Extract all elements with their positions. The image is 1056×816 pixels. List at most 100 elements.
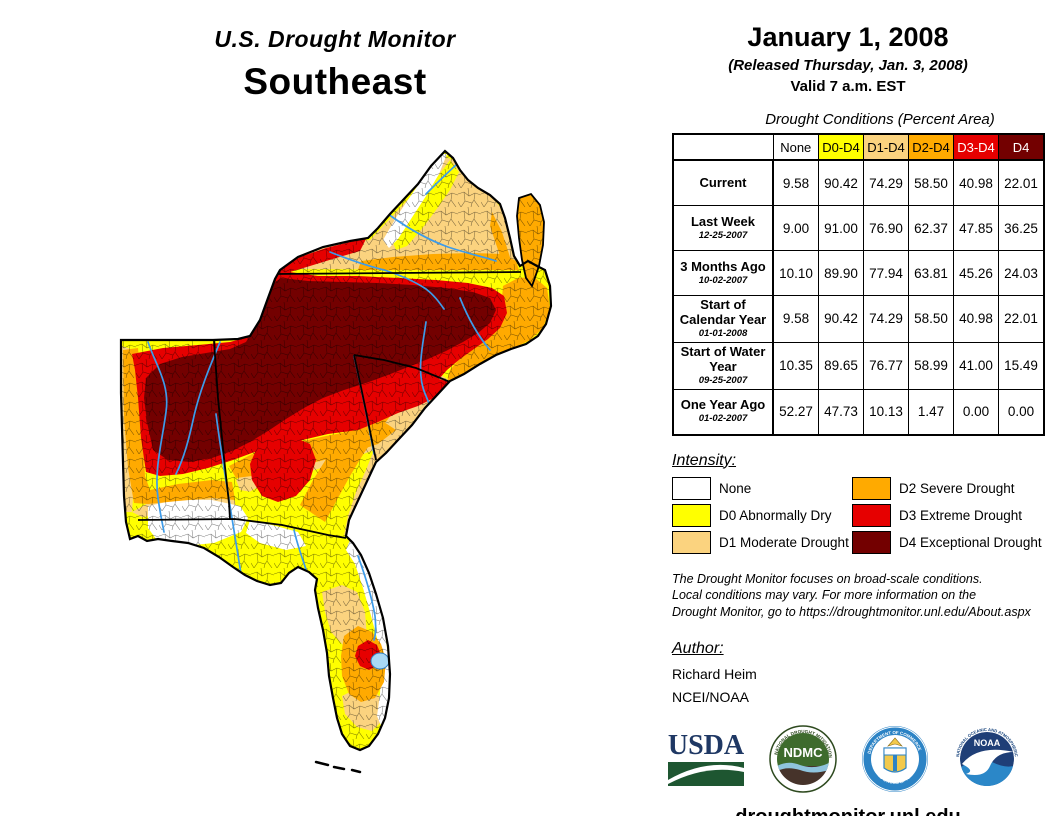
commerce-seal-logo: DEPARTMENT OF COMMERCE UNITED STATES OF … — [862, 725, 928, 792]
author-title: Author: — [672, 640, 724, 658]
drought-zones — [121, 151, 551, 750]
col-header-d1-d4: D1-D4 — [863, 133, 909, 161]
row-label: Current — [699, 174, 747, 190]
value-cell: 89.90 — [818, 250, 864, 296]
valid-time: Valid 7 a.m. EST — [790, 78, 906, 95]
border-va-nc — [274, 271, 522, 275]
value-cell: 52.27 — [772, 388, 819, 436]
table-row: Last Week 12-25-2007 9.00 91.00 76.90 62.… — [672, 205, 1045, 251]
value-cell: 58.50 — [908, 159, 954, 206]
ndmc-logo-text: NDMC — [784, 745, 824, 760]
legend: None D0 Abnormally Dry D1 Moderate Droug… — [672, 477, 1048, 555]
row-label: 3 Months Ago — [680, 258, 766, 274]
legend-swatch-d4 — [852, 531, 891, 555]
river-coosa — [175, 341, 221, 475]
row-date: 10-02-2007 — [698, 274, 748, 286]
doc-lighthouse — [893, 754, 897, 771]
value-cell: 41.00 — [953, 341, 999, 390]
table-row: One Year Ago 01-02-2007 52.27 47.73 10.13… — [672, 388, 1045, 436]
value-cell: 0.00 — [998, 388, 1045, 436]
legend-swatch-d1 — [672, 531, 711, 555]
legend-swatch-d0 — [672, 504, 711, 528]
table-row: Current 9.58 90.42 74.29 58.50 40.98 22.… — [672, 159, 1045, 206]
legend-item-d3: D3 Extreme Drought — [852, 504, 1042, 528]
value-cell: 22.01 — [998, 159, 1045, 206]
value-cell: 40.98 — [953, 159, 999, 206]
value-cell: 9.00 — [772, 205, 819, 251]
value-cell: 63.81 — [908, 250, 954, 296]
right-panel: January 1, 2008 (Released Thursday, Jan.… — [660, 22, 1052, 816]
value-cell: 90.42 — [818, 159, 864, 206]
row-label: Last Week — [690, 213, 756, 229]
row-date: 12-25-2007 — [698, 229, 748, 241]
legend-swatch-none — [672, 477, 711, 501]
legend-label: D3 Extreme Drought — [899, 508, 1023, 524]
region-title: Southeast — [243, 61, 427, 102]
value-cell: 45.26 — [953, 250, 999, 296]
doc-shield-chief — [883, 747, 907, 756]
legend-item-d4: D4 Exceptional Drought — [852, 531, 1042, 555]
table-header-row: None D0-D4 D1-D4 D2-D4 D3-D4 D4 — [673, 133, 1045, 161]
legend-label: D2 Severe Drought — [899, 481, 1015, 497]
border-al-ga — [213, 340, 231, 520]
value-cell: 10.10 — [772, 250, 819, 296]
website-url[interactable]: droughtmonitor.unl.edu — [660, 806, 1036, 816]
state-borders — [137, 271, 522, 539]
author-name: Richard Heim — [672, 666, 757, 683]
col-header-none: None — [772, 133, 819, 161]
legend-label: None — [719, 481, 752, 497]
col-header-d2-d4: D2-D4 — [908, 133, 954, 161]
value-cell: 58.99 — [908, 341, 954, 390]
river-st-johns — [357, 555, 377, 641]
lake-okeechobee — [370, 652, 390, 670]
value-cell: 91.00 — [818, 205, 864, 251]
row-date: 01-02-2007 — [698, 413, 748, 425]
legend-label: D0 Abnormally Dry — [719, 508, 832, 524]
value-cell: 1.47 — [908, 388, 954, 436]
value-cell: 24.03 — [998, 250, 1045, 296]
value-cell: 15.49 — [998, 341, 1045, 390]
river-alabama — [147, 341, 168, 533]
drought-map — [78, 118, 662, 816]
value-cell: 76.77 — [863, 341, 909, 390]
ndmc-water-wave — [777, 762, 829, 773]
value-cell: 74.29 — [863, 295, 909, 343]
col-header-d0-d4: D0-D4 — [818, 133, 864, 161]
row-label: One Year Ago — [680, 397, 766, 413]
drought-stats-table: None D0-D4 D1-D4 D2-D4 D3-D4 D4 Current … — [672, 133, 1045, 436]
row-date: 01-01-2008 — [698, 327, 748, 339]
legend-item-d0: D0 Abnormally Dry — [672, 504, 852, 528]
disclaimer-line: The Drought Monitor focuses on broad-sca… — [672, 571, 983, 586]
legend-item-d2: D2 Severe Drought — [852, 477, 1042, 501]
title-block: U.S. Drought Monitor Southeast — [90, 26, 580, 103]
noaa-logo: NATIONAL OCEANIC AND ATMOSPHERIC ADMINIS… — [952, 724, 1020, 792]
doc-eagle — [887, 737, 903, 747]
value-cell: 47.73 — [818, 388, 864, 436]
usda-logo: USDA — [668, 730, 745, 786]
date-header: January 1, 2008 (Released Thursday, Jan.… — [660, 22, 1036, 95]
table-corner-cell — [673, 134, 774, 161]
value-cell: 74.29 — [863, 159, 909, 206]
table-row: 3 Months Ago 10-02-2007 10.10 89.90 77.94… — [672, 250, 1045, 296]
value-cell: 62.37 — [908, 205, 954, 251]
noaa-gull — [962, 749, 1014, 775]
value-cell: 76.90 — [863, 205, 909, 251]
legend-item-d1: D1 Moderate Drought — [672, 531, 852, 555]
value-cell: 10.13 — [863, 388, 909, 436]
county-lines-texture — [121, 151, 551, 750]
value-cell: 90.42 — [818, 295, 864, 343]
row-label: Start of Calendar Year — [679, 297, 767, 327]
value-cell: 40.98 — [953, 295, 999, 343]
disclaimer-text: The Drought Monitor focuses on broad-sca… — [672, 571, 1052, 621]
river-roanoke — [329, 251, 445, 310]
florida-keys — [314, 760, 362, 774]
row-date: 09-25-2007 — [698, 374, 748, 386]
disclaimer-line: Local conditions may vary. For more info… — [672, 588, 977, 603]
legend-title: Intensity: — [672, 451, 737, 469]
value-cell: 9.58 — [772, 295, 819, 343]
legend-swatch-d3 — [852, 504, 891, 528]
southeast-drought-map-svg — [119, 149, 553, 774]
legend-label: D1 Moderate Drought — [719, 535, 849, 551]
border-nc-sc — [353, 354, 451, 383]
